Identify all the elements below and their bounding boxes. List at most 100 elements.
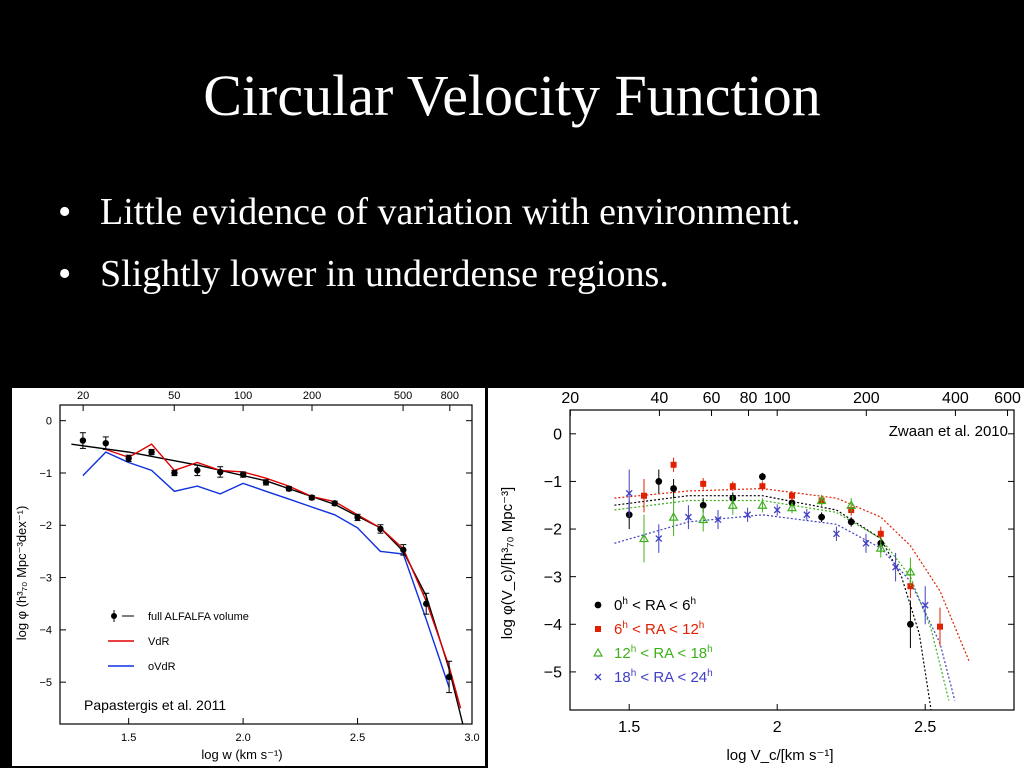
data-point — [595, 626, 601, 632]
fit-line — [71, 443, 464, 725]
data-point — [594, 673, 602, 681]
legend-text: 0 — [614, 597, 622, 614]
legend-superscript: h — [699, 620, 705, 631]
legend-superscript: h — [631, 668, 637, 679]
y-axis-label: log φ (h³₇₀ Mpc⁻³dex⁻¹) — [14, 506, 29, 641]
legend-marker — [111, 613, 117, 619]
x-axis-label: log V_c/[km s⁻¹] — [726, 747, 833, 764]
data-point — [171, 469, 178, 477]
top-tick-label: 20 — [561, 390, 579, 407]
y-tick-label: −3 — [544, 569, 562, 586]
data-point — [262, 479, 270, 486]
data-point — [905, 566, 916, 576]
data-point — [670, 485, 677, 492]
slide-title: Circular Velocity Function — [203, 63, 821, 128]
bullet-text: Slightly lower in underdense regions. — [100, 253, 669, 295]
data-point — [79, 437, 87, 444]
data-point — [194, 467, 201, 474]
top-tick-label: 20 — [77, 390, 89, 402]
left-chart-panel: Papastergis et al. 2011 log w (km s⁻¹) l… — [12, 388, 485, 766]
top-tick-label: 100 — [234, 390, 252, 402]
data-point — [125, 455, 132, 462]
data-point — [670, 461, 677, 468]
legend-superscript: h — [622, 596, 628, 607]
top-tick-label: 40 — [651, 390, 669, 407]
data-point — [377, 525, 384, 533]
legend-superscript: h — [707, 644, 713, 655]
data-point — [907, 583, 914, 590]
top-tick-label: 400 — [942, 390, 969, 407]
data-point — [921, 601, 929, 609]
legend-label: 0h < RA < 6h — [614, 596, 696, 614]
top-tick-label: 500 — [394, 390, 412, 402]
data-point — [846, 500, 857, 509]
data-point — [862, 539, 870, 547]
top-tick-label: 60 — [703, 390, 721, 407]
data-point — [400, 546, 407, 554]
legend-superscript: h — [622, 620, 628, 631]
data-point — [102, 439, 109, 447]
y-tick-label: 0 — [46, 416, 52, 428]
data-point — [641, 492, 647, 499]
y-tick-label: −4 — [544, 617, 562, 634]
y-tick-label: 0 — [553, 426, 562, 443]
data-point — [789, 492, 795, 499]
bullet-list: • Little evidence of variation with envir… — [58, 190, 801, 314]
data-point — [445, 673, 453, 681]
legend-text: 12 — [614, 645, 631, 662]
legend-label: VdR — [148, 636, 169, 648]
legend-text: 6 — [614, 621, 622, 638]
data-point — [744, 511, 752, 519]
y-tick-label: −5 — [544, 665, 562, 682]
top-tick-label: 800 — [441, 390, 459, 402]
data-point — [759, 473, 766, 481]
data-point — [714, 516, 722, 523]
circular-velocity-function-chart: Zwaan et al. 2010 log V_c/[km s⁻¹] log φ… — [499, 390, 1021, 764]
data-point — [308, 494, 315, 501]
legend-text: < RA < 6 — [628, 597, 691, 614]
data-point — [423, 600, 430, 607]
data-point — [816, 495, 827, 505]
data-point — [847, 518, 855, 526]
data-point — [655, 478, 663, 485]
data-point — [594, 601, 602, 609]
legend-superscript: h — [631, 644, 637, 655]
data-point — [638, 533, 650, 543]
top-tick-label: 200 — [853, 390, 880, 407]
y-tick-label: −2 — [544, 522, 562, 539]
x-tick-label: 2.0 — [235, 732, 250, 744]
data-point — [803, 511, 811, 519]
data-point — [757, 500, 768, 509]
data-point — [727, 500, 738, 509]
x-tick-label: 2.5 — [914, 719, 936, 736]
fit-curve — [614, 495, 932, 711]
data-point — [700, 480, 707, 487]
y-tick-label: −2 — [39, 520, 52, 532]
top-tick-label: 600 — [994, 390, 1021, 407]
legend-text: < RA < 12 — [628, 621, 699, 638]
legend-label: oVdR — [148, 661, 176, 673]
x-tick-label: 2.5 — [350, 732, 365, 744]
bullet-item: • Little evidence of variation with envir… — [58, 190, 801, 234]
data-point — [832, 530, 840, 538]
plot-frame — [569, 409, 1015, 711]
legend-label: full ALFALFA volume — [148, 611, 249, 623]
legend-label: 6h < RA < 12h — [614, 620, 704, 638]
x-axis-label: log w (km s⁻¹) — [201, 747, 282, 762]
data-point — [937, 623, 943, 630]
legend-label: 18h < RA < 24h — [614, 668, 713, 686]
data-point — [331, 500, 338, 507]
top-tick-label: 50 — [168, 390, 180, 402]
bullet-dot: • — [58, 191, 72, 233]
data-point — [285, 485, 293, 492]
x-tick-label: 2 — [773, 719, 782, 736]
data-point — [684, 513, 692, 521]
fit-curve — [614, 499, 950, 701]
top-tick-label: 200 — [303, 390, 321, 402]
data-point — [148, 448, 155, 456]
y-tick-label: −1 — [39, 468, 52, 480]
legend-label: 12h < RA < 18h — [614, 644, 713, 662]
right-chart-panel: Zwaan et al. 2010 log V_c/[km s⁻¹] log φ… — [488, 388, 1024, 768]
y-tick-label: −3 — [39, 572, 52, 584]
data-point — [699, 501, 707, 509]
